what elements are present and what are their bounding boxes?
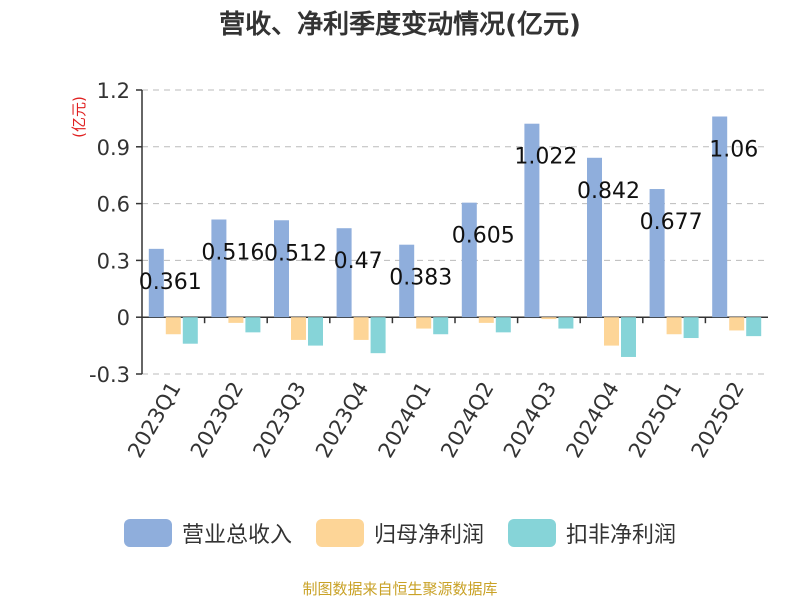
- bar-series-0: [274, 220, 289, 318]
- bar-series-1: [291, 317, 306, 340]
- legend-swatch-revenue: [123, 519, 172, 547]
- legend-item-net-profit[interactable]: 归母净利润: [315, 517, 484, 549]
- bar-series-1: [729, 317, 745, 331]
- y-tick-label: 0.6: [97, 193, 130, 217]
- x-tick-label: 2023Q1: [123, 378, 185, 462]
- data-label: 0.516: [201, 241, 264, 266]
- bar-series-2: [495, 317, 511, 333]
- legend-label-revenue: 营业总收入: [181, 523, 292, 548]
- bar-series-1: [604, 317, 619, 346]
- legend-label-net-profit: 归母净利润: [373, 523, 484, 548]
- legend-item-revenue[interactable]: 营业总收入: [123, 517, 292, 549]
- bar-series-2: [746, 317, 762, 337]
- y-tick-label: 0: [117, 306, 130, 330]
- data-label: 0.383: [389, 266, 452, 291]
- bar-series-2: [182, 317, 198, 344]
- bar-series-0: [399, 244, 415, 318]
- bar-series-1: [165, 317, 181, 335]
- legend: 营业总收入 归母净利润 扣非净利润: [0, 517, 800, 549]
- data-label: 0.842: [577, 179, 640, 204]
- data-label: 0.605: [452, 224, 515, 249]
- data-label: 1.06: [709, 138, 758, 163]
- legend-label-deducted-profit: 扣非净利润: [566, 523, 677, 548]
- chart-title: 营收、净利季度变动情况(亿元): [219, 10, 581, 40]
- y-tick-label: -0.3: [89, 363, 130, 387]
- data-label: 0.47: [334, 249, 383, 274]
- x-tick-label: 2023Q3: [248, 378, 310, 462]
- x-tick-label: 2024Q4: [561, 378, 623, 462]
- data-label: 0.677: [640, 210, 703, 235]
- bar-series-2: [433, 317, 449, 335]
- data-label: 0.361: [139, 270, 202, 295]
- legend-swatch-net-profit: [315, 519, 364, 547]
- x-tick-label: 2024Q2: [436, 378, 498, 462]
- bar-chart: 1.2 0.9 0.6 0.3 0 -0.3 (亿元) 0.361 2023Q1 0.516 202…: [70, 79, 768, 462]
- x-tick-label: 2023Q2: [186, 378, 248, 462]
- bar-series-2: [370, 317, 386, 354]
- x-tick-label: 2024Q3: [499, 378, 561, 462]
- bar-series-0: [712, 116, 728, 318]
- bar-series-0: [587, 157, 602, 318]
- x-tick-label: 2023Q4: [311, 378, 373, 462]
- y-tick-label: 0.9: [97, 136, 130, 160]
- source-note: 制图数据来自恒生聚源数据库: [302, 580, 498, 598]
- bar-series-2: [558, 317, 574, 329]
- y-tick-label: 0.3: [97, 249, 130, 273]
- bar-series-1: [478, 317, 494, 323]
- bar-series-0: [524, 123, 540, 318]
- legend-swatch-deducted-profit: [508, 519, 556, 547]
- bar-series-2: [245, 317, 261, 333]
- bar-series-1: [353, 317, 369, 340]
- y-axis-label: (亿元): [70, 96, 88, 138]
- x-tick-label: 2024Q1: [374, 378, 436, 462]
- x-tick-label: 2025Q2: [687, 378, 749, 462]
- bar-series-1: [666, 317, 682, 335]
- bar-series-1: [541, 317, 557, 320]
- y-tick-label: 1.2: [97, 79, 130, 103]
- bar-series-0: [211, 219, 227, 318]
- bar-series-0: [336, 228, 352, 318]
- bar-series-0: [649, 189, 665, 318]
- bar-series-1: [228, 317, 244, 323]
- bar-series-2: [683, 317, 699, 339]
- bar-series-1: [416, 317, 432, 329]
- bar-series-2: [308, 317, 323, 346]
- x-tick-label: 2025Q1: [624, 378, 686, 462]
- bar-series-2: [621, 317, 636, 357]
- bar-series-0: [461, 202, 477, 318]
- bar-series-0: [148, 248, 164, 318]
- data-label: 1.022: [514, 145, 577, 170]
- data-label: 0.512: [264, 241, 327, 266]
- legend-item-deducted-profit[interactable]: 扣非净利润: [508, 517, 676, 549]
